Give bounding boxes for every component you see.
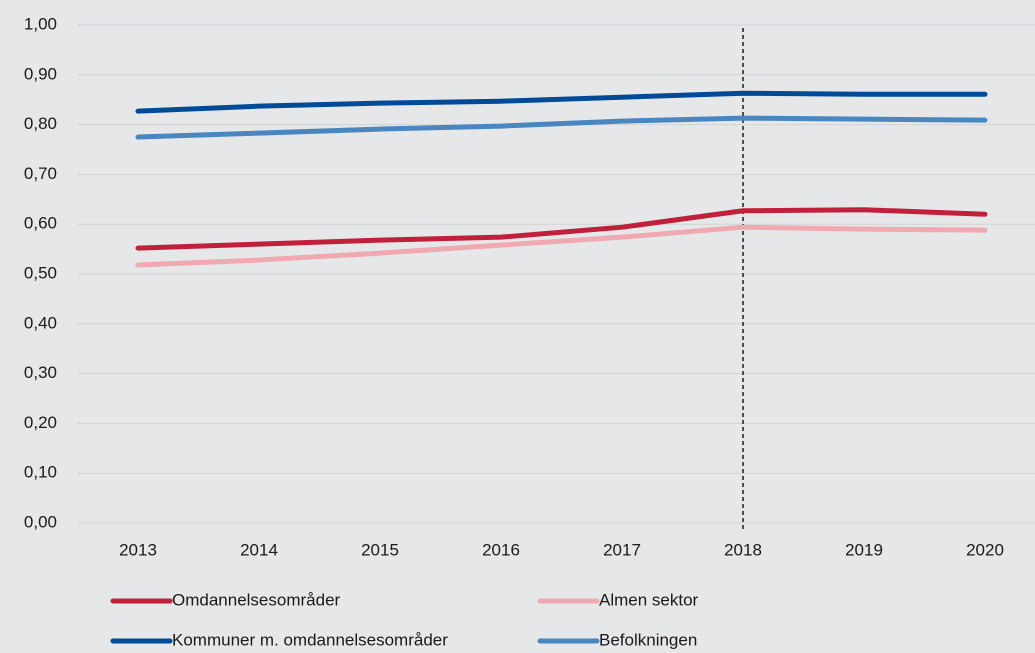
y-tick-label: 0,00 <box>24 512 57 531</box>
x-tick-label: 2013 <box>119 540 157 559</box>
y-tick-label: 0,80 <box>24 114 57 133</box>
x-tick-label: 2017 <box>603 540 641 559</box>
legend-label: Kommuner m. omdannelsesområder <box>172 630 448 649</box>
y-tick-label: 0,70 <box>24 164 57 183</box>
y-tick-label: 0,60 <box>24 214 57 233</box>
legend-label: Befolkningen <box>599 630 697 649</box>
series-line <box>135 115 988 140</box>
x-tick-label: 2015 <box>361 540 399 559</box>
x-tick-label: 2014 <box>240 540 278 559</box>
series-line <box>135 207 988 251</box>
x-tick-label: 2018 <box>724 540 762 559</box>
y-tick-label: 0,30 <box>24 363 57 382</box>
legend-label: Almen sektor <box>599 590 699 609</box>
series-line <box>135 90 988 114</box>
legend-label: Omdannelsesområder <box>172 590 341 609</box>
y-tick-label: 0,20 <box>24 413 57 432</box>
x-tick-label: 2016 <box>482 540 520 559</box>
series-line <box>135 224 988 268</box>
x-tick-label: 2019 <box>845 540 883 559</box>
x-tick-label: 2020 <box>966 540 1004 559</box>
y-tick-label: 0,10 <box>24 463 57 482</box>
y-tick-label: 0,90 <box>24 64 57 83</box>
y-tick-label: 1,00 <box>24 14 57 33</box>
y-tick-label: 0,50 <box>24 263 57 282</box>
y-tick-label: 0,40 <box>24 313 57 332</box>
